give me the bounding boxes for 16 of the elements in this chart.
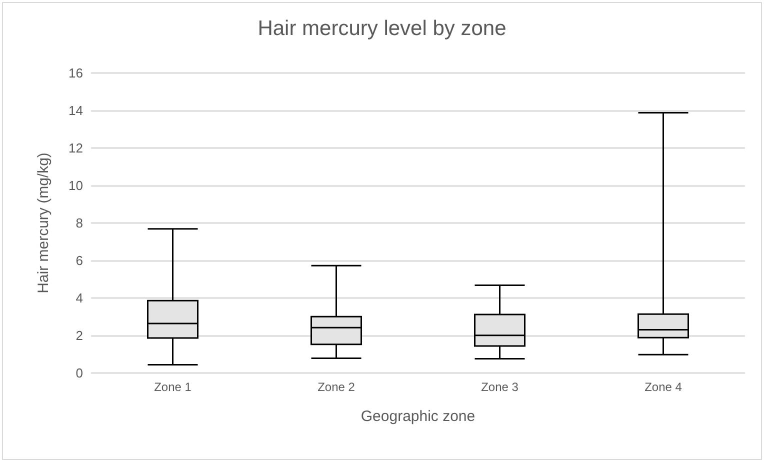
y-tick-label: 0 [76, 366, 83, 380]
x-tick-label: Zone 2 [318, 380, 356, 394]
y-tick-label: 4 [76, 290, 83, 306]
y-axis-title: Hair mercury (mg/kg) [35, 152, 52, 294]
y-tick-label: 2 [76, 328, 83, 343]
x-tick-label: Zone 4 [644, 380, 682, 394]
y-tick-label: 6 [76, 253, 83, 268]
chart-title: Hair mercury level by zone [258, 17, 506, 40]
y-tick-label: 14 [68, 103, 83, 118]
y-tick-label: 8 [76, 216, 83, 230]
y-tick-label: 16 [68, 66, 83, 80]
y-tick-label: 12 [68, 140, 83, 156]
x-axis-title: Geographic zone [360, 408, 476, 425]
y-tick-label: 10 [68, 178, 83, 193]
x-tick-label: Zone 1 [154, 380, 192, 394]
x-tick-label: Zone 3 [481, 380, 519, 394]
